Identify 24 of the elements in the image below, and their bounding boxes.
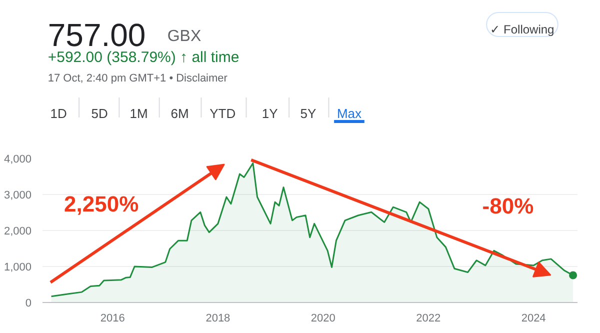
x-tick-label: 2022 [416, 312, 441, 324]
text: GBX [167, 28, 202, 45]
x-tick-label: 2020 [310, 312, 336, 324]
annotation: 2,250% [64, 191, 139, 216]
text: 1M [130, 106, 148, 121]
text: 5Y [300, 106, 316, 121]
y-tick-label: 4,000 [4, 154, 32, 166]
y-tick-label: 3,000 [4, 190, 32, 202]
text: YTD [210, 106, 236, 121]
text: 6M [170, 106, 189, 121]
x-tick-label: 2018 [206, 312, 230, 324]
x-tick-label: 2024 [521, 312, 546, 324]
y-tick-label: 2,000 [4, 226, 32, 238]
text: 1D [50, 106, 67, 121]
y-tick-label: 0 [25, 298, 32, 310]
text: ✓ Following [490, 22, 554, 36]
annotation: -80% [482, 194, 534, 219]
text: 1Y [262, 106, 278, 121]
text: Max [336, 106, 362, 121]
x-tick-label: 2016 [100, 312, 125, 324]
text: 17 Oct, 2:40 pm GMT+1 • Disclaimer [48, 72, 228, 84]
y-tick-label: 1,000 [4, 262, 32, 274]
text: 5D [91, 106, 108, 121]
chart-subtitle: +592.00 (358.79%) ↑ all time [48, 49, 240, 66]
